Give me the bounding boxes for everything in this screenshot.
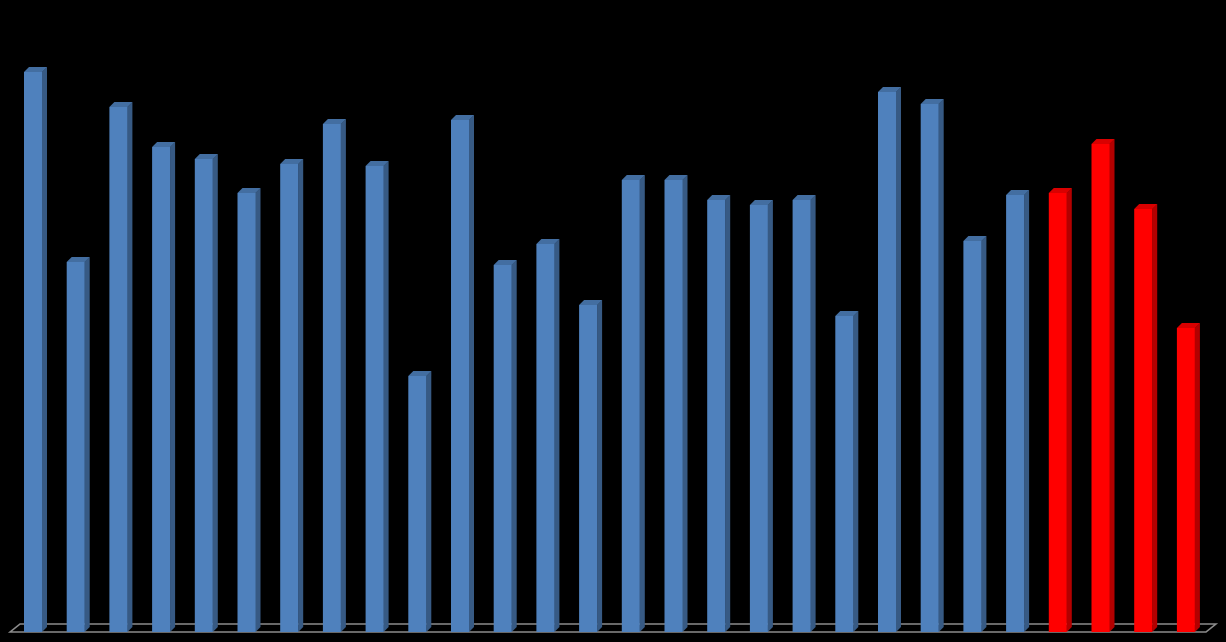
bar-side [1109, 139, 1115, 632]
bar-side [938, 99, 944, 632]
bar [920, 104, 939, 632]
bar [1176, 328, 1195, 632]
bar-side [981, 236, 987, 632]
bar-top [664, 175, 688, 180]
bar-top [109, 102, 133, 107]
bar [237, 193, 256, 632]
bar-top [1176, 323, 1200, 328]
bar-side [1024, 190, 1030, 632]
bar [365, 166, 384, 632]
bar-side [212, 154, 218, 632]
bar-top [280, 159, 304, 164]
bar-top [24, 67, 47, 72]
bar-top [493, 260, 517, 265]
bar-side [1194, 323, 1200, 632]
bar-side [1152, 204, 1158, 632]
bar-side [170, 142, 176, 632]
bar [408, 376, 427, 632]
bar [109, 107, 128, 632]
bar-top [792, 195, 816, 200]
bar-top [66, 257, 90, 262]
bar-top [707, 195, 731, 200]
bar-top [835, 311, 859, 316]
bar [621, 180, 640, 632]
bar-side [127, 102, 133, 632]
bar [493, 265, 512, 632]
bar-top [1091, 139, 1115, 144]
bar [536, 244, 555, 632]
bar-side [554, 239, 560, 632]
bar-top [536, 239, 560, 244]
bar-side [42, 67, 47, 632]
bar-top [322, 119, 346, 124]
bar-side [255, 188, 261, 632]
bar-top [579, 300, 603, 305]
bar-top [963, 236, 987, 241]
bar [707, 200, 726, 632]
bar-side [810, 195, 816, 632]
bar-side [853, 311, 859, 632]
bar-side [725, 195, 731, 632]
bar-side [340, 119, 346, 632]
bar-top [152, 142, 176, 147]
bar-side [896, 87, 901, 632]
bar-top [920, 99, 944, 104]
bar-top [194, 154, 218, 159]
bar-side [426, 371, 432, 632]
bar-side [1066, 188, 1072, 632]
bar [24, 72, 42, 632]
bar-side [597, 300, 603, 632]
bar-top [237, 188, 261, 193]
bar [878, 92, 896, 632]
bar-side [383, 161, 389, 632]
bar-side [639, 175, 645, 632]
bar-top [408, 371, 432, 376]
bar-top [1006, 190, 1030, 195]
bar [152, 147, 171, 632]
bar [322, 124, 341, 632]
bar [1134, 209, 1153, 632]
bar-side [298, 159, 304, 632]
bar-side [84, 257, 90, 632]
bar [579, 305, 598, 632]
bar-side [767, 200, 773, 632]
bar [963, 241, 982, 632]
bar [1048, 193, 1067, 632]
bar-top [749, 200, 773, 205]
bar-side [682, 175, 688, 632]
floor [7, 623, 1219, 633]
bar-side [511, 260, 517, 632]
bar [66, 262, 85, 632]
bar [835, 316, 854, 632]
bar-top [621, 175, 645, 180]
bar-top [1048, 188, 1072, 193]
bar [280, 164, 299, 632]
bar [1006, 195, 1025, 632]
bar-top [878, 87, 901, 92]
bar [194, 159, 213, 632]
bar-top [365, 161, 389, 166]
bar [749, 205, 768, 632]
bar [792, 200, 811, 632]
bar [451, 120, 469, 632]
bar [1091, 144, 1110, 632]
bar-side [469, 115, 474, 632]
bar [664, 180, 683, 632]
bar-top [451, 115, 474, 120]
bar-top [1134, 204, 1158, 209]
